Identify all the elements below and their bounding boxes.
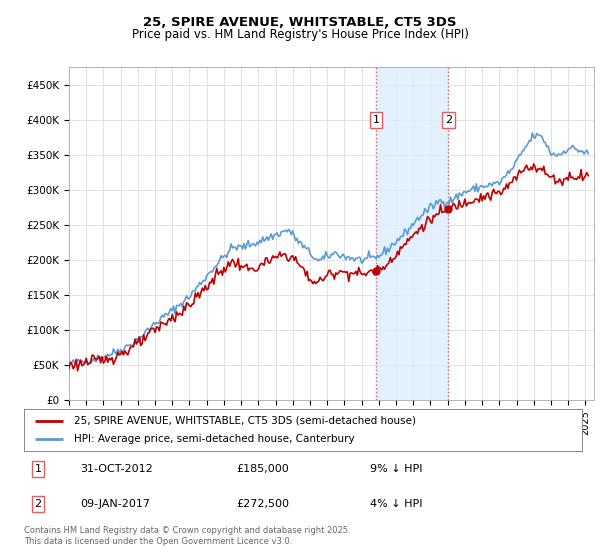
Text: 25, SPIRE AVENUE, WHITSTABLE, CT5 3DS (semi-detached house): 25, SPIRE AVENUE, WHITSTABLE, CT5 3DS (s… (74, 416, 416, 426)
Text: £185,000: £185,000 (236, 464, 289, 474)
Text: 31-OCT-2012: 31-OCT-2012 (80, 464, 152, 474)
Text: 2: 2 (445, 115, 452, 125)
Text: 1: 1 (373, 115, 379, 125)
Text: 2: 2 (34, 499, 41, 509)
Text: 25, SPIRE AVENUE, WHITSTABLE, CT5 3DS: 25, SPIRE AVENUE, WHITSTABLE, CT5 3DS (143, 16, 457, 29)
Text: HPI: Average price, semi-detached house, Canterbury: HPI: Average price, semi-detached house,… (74, 434, 355, 444)
Text: £272,500: £272,500 (236, 499, 289, 509)
Text: 4% ↓ HPI: 4% ↓ HPI (370, 499, 422, 509)
Text: 09-JAN-2017: 09-JAN-2017 (80, 499, 150, 509)
Text: Price paid vs. HM Land Registry's House Price Index (HPI): Price paid vs. HM Land Registry's House … (131, 28, 469, 41)
Text: 9% ↓ HPI: 9% ↓ HPI (370, 464, 422, 474)
Text: 1: 1 (34, 464, 41, 474)
Bar (376, 67, 448, 400)
Text: Contains HM Land Registry data © Crown copyright and database right 2025.
This d: Contains HM Land Registry data © Crown c… (24, 526, 350, 546)
